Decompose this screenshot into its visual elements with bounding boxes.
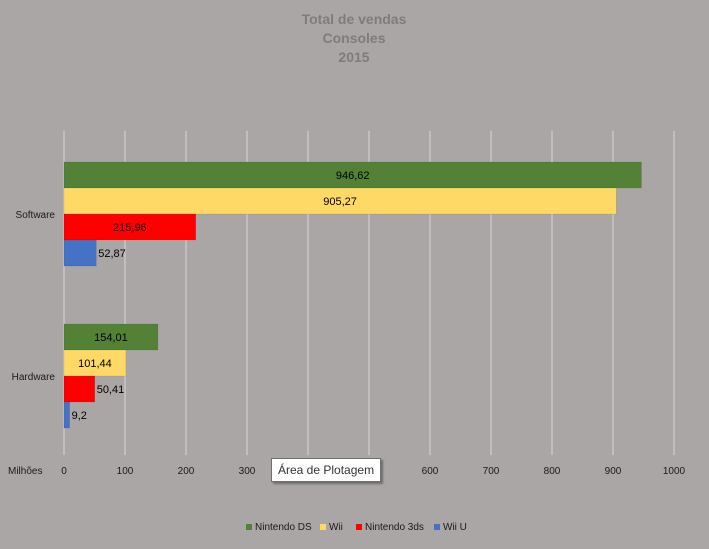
x-tick-label-700: 700: [483, 466, 500, 477]
x-tick-label-900: 900: [605, 466, 622, 477]
legend-swatch-wii: [320, 524, 326, 530]
data-label-wii-software: 905,27: [323, 196, 357, 208]
x-tick-label-1000: 1000: [663, 466, 686, 477]
data-label-wii-u-hardware: 9,2: [72, 410, 87, 422]
legend-entry-nintendo-ds: Nintendo DS: [255, 522, 312, 533]
legend-entry-nintendo-3ds: Nintendo 3ds: [365, 522, 424, 533]
chart-title-line-1: Total de vendas: [302, 11, 407, 27]
category-label-hardware: Hardware: [12, 372, 56, 383]
bar-nintendo-3ds-hardware: [63, 375, 96, 403]
bar-wii-hardware: [63, 349, 127, 377]
legend-entry-wii-u: Wii U: [443, 522, 467, 533]
x-tick-label-200: 200: [178, 466, 195, 477]
bar-wii-u-hardware: [63, 401, 70, 429]
data-label-nintendo-3ds-software: 215,96: [113, 222, 147, 234]
chart-title: Total de vendas Consoles 2015: [302, 11, 407, 65]
x-tick-label-600: 600: [422, 466, 439, 477]
category-label-software: Software: [16, 210, 56, 221]
x-axis-unit-label: Milhões: [8, 466, 42, 477]
plot-area-tooltip: Área de Plotagem: [271, 458, 382, 482]
bar-wii-software: [63, 187, 617, 215]
x-tick-label-0: 0: [61, 466, 67, 477]
legend-swatch-nintendo-ds: [246, 524, 252, 530]
x-tick-label-800: 800: [544, 466, 561, 477]
bar-nintendo-ds-hardware: [63, 323, 159, 351]
bar-nintendo-ds-software: [63, 161, 642, 189]
legend-swatch-nintendo-3ds: [356, 524, 362, 530]
chart-title-line-3: 2015: [338, 49, 369, 65]
data-label-nintendo-3ds-hardware: 50,41: [97, 384, 125, 396]
data-label-wii-hardware: 101,44: [78, 358, 112, 370]
data-labels: 946,62 905,27 215,96 52,87 154,01 101,44 50,41…: [72, 170, 370, 422]
legend-swatch-wii-u: [434, 524, 440, 530]
bar-wii-u-software: [63, 239, 97, 267]
x-tick-label-300: 300: [239, 466, 256, 477]
chart-title-line-2: Consoles: [322, 30, 385, 46]
x-tick-label-100: 100: [117, 466, 134, 477]
legend: Nintendo DS Wii Nintendo 3ds Wii U: [246, 522, 467, 533]
legend-entry-wii: Wii: [329, 522, 343, 533]
bars: [63, 161, 642, 429]
data-label-nintendo-ds-hardware: 154,01: [94, 332, 128, 344]
data-label-wii-u-software: 52,87: [98, 248, 126, 260]
data-label-nintendo-ds-software: 946,62: [336, 170, 370, 182]
y-axis: Software Hardware: [12, 210, 56, 383]
bar-nintendo-3ds-software: [63, 213, 196, 241]
